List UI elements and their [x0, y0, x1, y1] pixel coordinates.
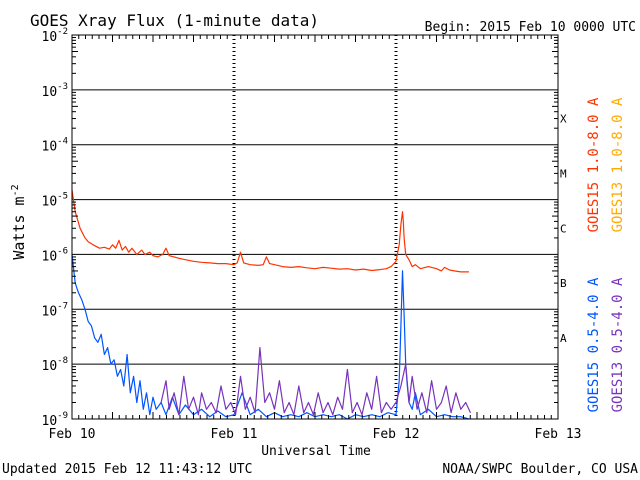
plot-frame [71, 34, 559, 420]
credit-text: NOAA/SWPC Boulder, CO USA [442, 462, 638, 477]
plot-grid [72, 34, 558, 420]
y-tick-label: 10-9 [42, 411, 69, 429]
y-axis-ticks: 10-2 10-3 10-4 10-5 10-6 10-7 10-8 10-9 [42, 27, 558, 429]
legend-entry: GOES13 0.5-4.0 A [610, 277, 626, 412]
flare-class-label: A [560, 332, 567, 345]
updated-timestamp: Updated 2015 Feb 12 11:43:12 UTC [2, 462, 252, 477]
legend: GOES15 1.0-8.0 A GOES13 1.0-8.0 A GOES15 0… [586, 97, 626, 412]
series-line [160, 347, 472, 416]
y-tick-label: 10-3 [42, 82, 69, 100]
flare-class-label: C [560, 222, 567, 235]
x-tick-label: Feb 10 [49, 427, 96, 442]
y-tick-label: 10-6 [42, 246, 69, 264]
flare-class-label: M [560, 167, 567, 180]
series-line [71, 189, 469, 273]
x-axis-ticks: Feb 10 Feb 11 Feb 12 Feb 13 [49, 35, 582, 442]
y-tick-label: 10-5 [42, 192, 69, 210]
y-tick-label: 10-4 [42, 137, 69, 155]
legend-entry: GOES15 0.5-4.0 A [586, 277, 602, 412]
legend-entry: GOES13 1.0-8.0 A [610, 97, 626, 232]
begin-time: Begin: 2015 Feb 10 0000 UTC [425, 20, 636, 35]
y-tick-label: 10-7 [42, 301, 69, 319]
flare-class-labels: X M C B A [560, 113, 567, 345]
series-layer [71, 189, 472, 420]
legend-entry: GOES15 1.0-8.0 A [586, 97, 602, 232]
y-tick-label: 10-8 [42, 356, 69, 374]
x-tick-label: Feb 13 [535, 427, 582, 442]
y-axis-label: Watts m-2 [10, 184, 28, 259]
chart-title: GOES Xray Flux (1-minute data) [30, 11, 319, 30]
series-line [71, 254, 470, 420]
flare-class-label: B [560, 277, 567, 290]
x-tick-label: Feb 11 [211, 427, 258, 442]
flare-class-label: X [560, 113, 567, 126]
y-tick-label: 10-2 [42, 27, 69, 45]
x-axis-label: Universal Time [261, 444, 371, 459]
x-tick-label: Feb 12 [373, 427, 420, 442]
